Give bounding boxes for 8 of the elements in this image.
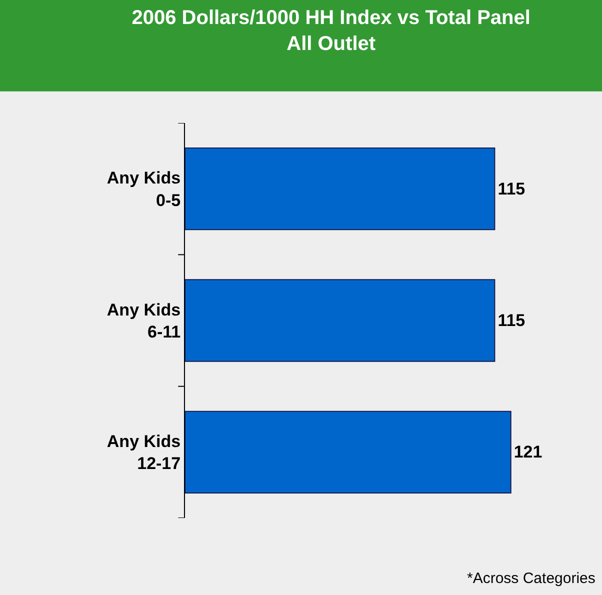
- y-tick-label: Any Kids 0-5: [106, 168, 181, 210]
- data-label: 115: [498, 311, 526, 330]
- y-tick-label: Any Kids 6-11: [106, 300, 181, 342]
- data-label: 115: [498, 179, 526, 198]
- text: *Across Categories: [467, 570, 596, 587]
- chart-title: 2006 Dollars/1000 HH Index vs Total Panel All Outlet: [132, 6, 530, 55]
- data-label: 121: [514, 442, 542, 462]
- y-tick-label: Any Kids 12-17: [106, 432, 181, 474]
